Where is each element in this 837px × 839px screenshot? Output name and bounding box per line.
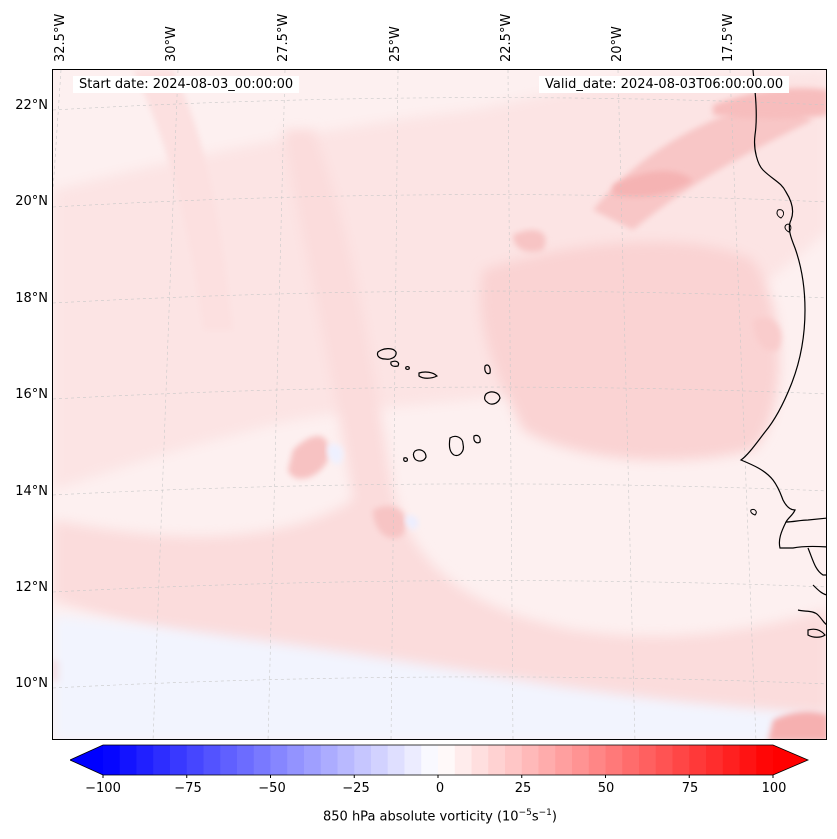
- colorbar-step: [505, 745, 523, 775]
- colorbar-step: [588, 745, 607, 775]
- map-canvas: [53, 70, 826, 739]
- colorbar-step: [387, 745, 406, 775]
- colorbar-step: [337, 745, 355, 775]
- lon-label-20w: 20°W: [610, 26, 625, 62]
- lon-label-17-5w: 17.5°W: [721, 13, 736, 62]
- colorbar-extend-high: [773, 745, 808, 775]
- colorbar-step: [253, 745, 272, 775]
- colorbar-tick-label: 25: [514, 781, 532, 796]
- vorticity-map[interactable]: [52, 69, 827, 740]
- colorbar-step: [103, 745, 121, 775]
- lon-label-32-5w: 32.5°W: [53, 13, 68, 62]
- colorbar-tick-label: 0: [435, 781, 445, 796]
- colorbar-step: [287, 745, 305, 775]
- colorbar-step: [756, 745, 774, 775]
- colorbar-step: [404, 745, 422, 775]
- lon-label-25w: 25°W: [388, 26, 403, 62]
- lat-label-22n: 22°N: [15, 98, 48, 113]
- colorbar-step: [538, 745, 556, 775]
- colorbar-tick-label: −50: [258, 781, 286, 796]
- colorbar-step: [320, 745, 339, 775]
- colorbar-step: [220, 745, 238, 775]
- colorbar-tick-label: 50: [597, 781, 615, 796]
- lat-label-20n: 20°N: [15, 194, 48, 209]
- graticule: [53, 70, 826, 739]
- colorbar-step: [639, 745, 657, 775]
- colorbar-step: [170, 745, 188, 775]
- coastal-islands: [750, 209, 792, 516]
- colorbar-step: [421, 745, 439, 775]
- lon-label-22-5w: 22.5°W: [499, 13, 514, 62]
- lat-label-10n: 10°N: [15, 676, 48, 691]
- coastline-africa: [739, 70, 826, 638]
- colorbar-step: [622, 745, 640, 775]
- colorbar-step: [237, 745, 255, 775]
- colorbar-step: [655, 745, 674, 775]
- colorbar-step: [136, 745, 154, 775]
- colorbar-step: [722, 745, 741, 775]
- colorbar-step: [488, 745, 506, 775]
- colorbar-step: [354, 745, 372, 775]
- colorbar-step: [371, 745, 389, 775]
- colorbar-tick-label: −100: [85, 781, 121, 796]
- colorbar-tick-label: −25: [342, 781, 370, 796]
- colorbar-tick-label: 100: [761, 781, 787, 796]
- colorbar-step: [304, 745, 322, 775]
- colorbar-step: [605, 745, 623, 775]
- lat-label-18n: 18°N: [15, 291, 48, 306]
- colorbar: [70, 744, 810, 778]
- colorbar-step: [555, 745, 573, 775]
- colorbar-step: [572, 745, 590, 775]
- colorbar-step: [706, 745, 724, 775]
- colorbar-step: [119, 745, 138, 775]
- colorbar-step: [438, 745, 456, 775]
- colorbar-step: [153, 745, 171, 775]
- colorbar-step: [186, 745, 205, 775]
- colorbar-step: [739, 745, 757, 775]
- colorbar-step: [521, 745, 540, 775]
- lon-label-27-5w: 27.5°W: [276, 13, 291, 62]
- vorticity-field: [53, 70, 826, 739]
- start-date-label: Start date: 2024-08-03_00:00:00: [73, 76, 300, 93]
- valid-date-label: Valid_date: 2024-08-03T06:00:00.00: [539, 76, 790, 93]
- colorbar-tick-label: 75: [681, 781, 699, 796]
- lat-label-14n: 14°N: [15, 484, 48, 499]
- colorbar-step: [203, 745, 221, 775]
- colorbar-step: [672, 745, 690, 775]
- colorbar-step: [454, 745, 473, 775]
- colorbar-step: [471, 745, 489, 775]
- colorbar-extend-low: [70, 745, 103, 775]
- cape-verde-islands: [376, 348, 501, 462]
- lon-label-30w: 30°W: [164, 26, 179, 62]
- lat-label-16n: 16°N: [15, 387, 48, 402]
- colorbar-title: 850 hPa absolute vorticity (10−5s−1): [323, 808, 557, 825]
- colorbar-step: [270, 745, 288, 775]
- colorbar-tick-label: −75: [174, 781, 202, 796]
- colorbar-step: [689, 745, 707, 775]
- lat-label-12n: 12°N: [15, 580, 48, 595]
